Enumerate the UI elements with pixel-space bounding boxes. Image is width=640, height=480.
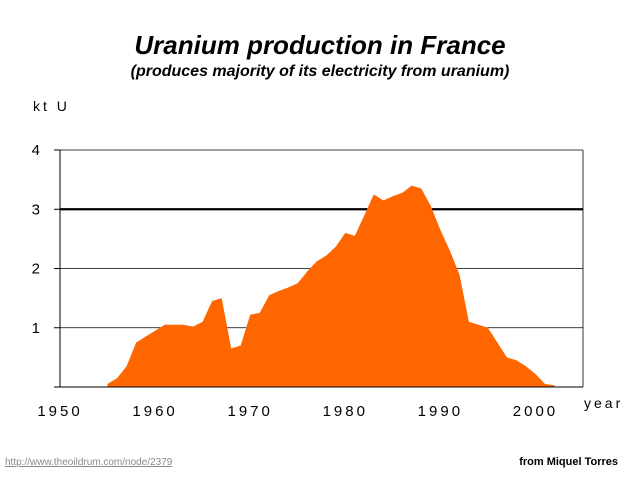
x-tick-label: 1970: [227, 403, 272, 420]
y-tick-label: 2: [32, 261, 40, 278]
x-tick-label: 2000: [513, 403, 558, 420]
credit-author: from Miquel Torres: [519, 456, 618, 468]
x-tick-label: 1980: [323, 403, 368, 420]
area-uranium-production: [107, 185, 555, 387]
x-tick-label: 1950: [37, 403, 82, 420]
y-tick-label: 4: [32, 142, 40, 159]
x-tick-labels: 1950 1960 1970 1980 1990 2000: [37, 403, 558, 420]
area-series: [107, 185, 555, 387]
y-tick-label: 3: [32, 201, 40, 218]
y-axis-label: kt U: [33, 98, 70, 114]
y-tick-label: 1: [32, 320, 40, 337]
chart-subtitle: (produces majority of its electricity fr…: [130, 63, 510, 80]
x-tick-label: 1960: [132, 403, 177, 420]
x-tick-label: 1990: [418, 403, 463, 420]
x-axis-label: year: [584, 395, 624, 411]
source-link[interactable]: http://www.theoildrum.com/node/2379: [5, 457, 173, 468]
axes: [54, 149, 584, 388]
y-tick-labels: 4 3 2 1: [32, 142, 40, 337]
chart-title: Uranium production in France: [134, 30, 506, 60]
